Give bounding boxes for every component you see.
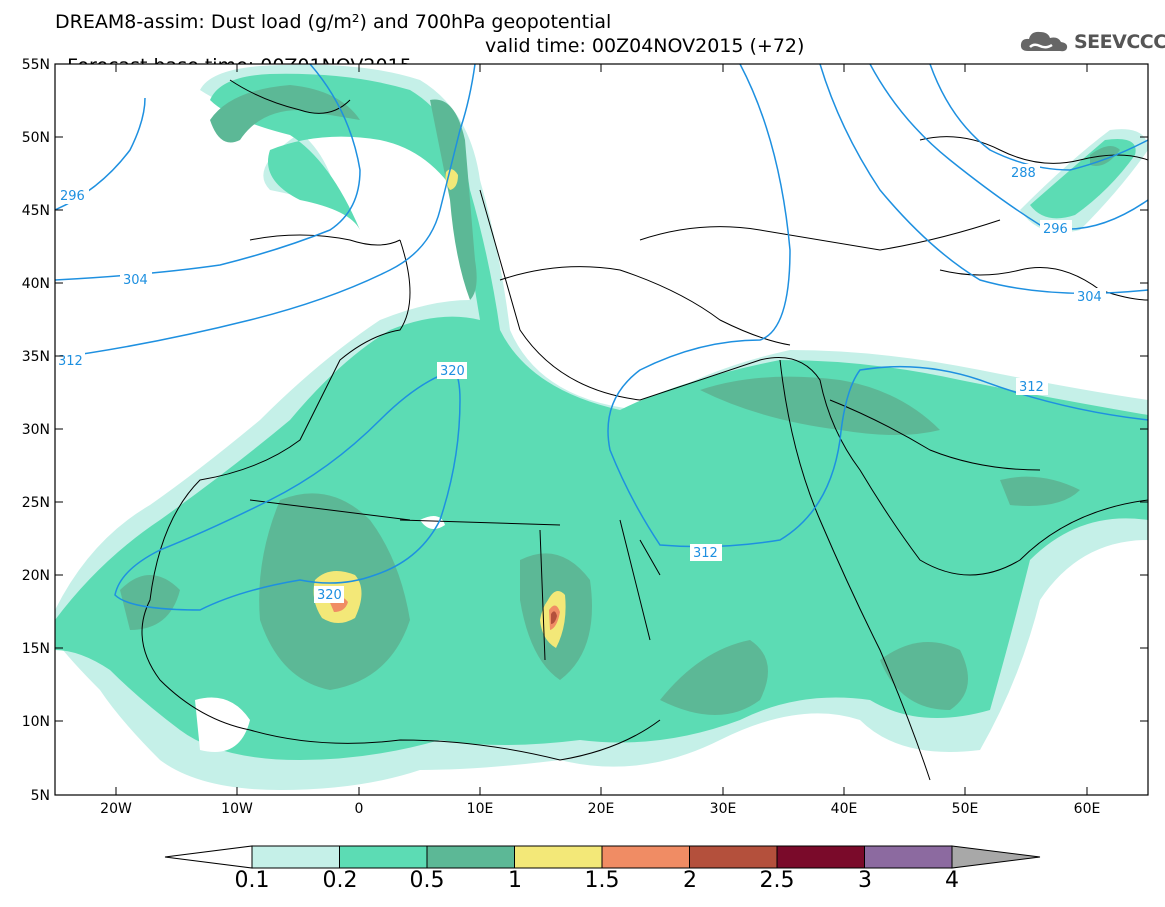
lon-tick-label: 10W	[221, 801, 253, 817]
lat-tick-label: 30N	[22, 422, 50, 438]
isoline-label: 320	[440, 364, 465, 379]
seevccc-logo: SEEVCCC	[1018, 28, 1165, 56]
isoline-label: 296	[60, 189, 85, 204]
lat-axis	[55, 63, 1148, 796]
lat-tick-label: 50N	[22, 130, 50, 146]
colorbar-label: 1.5	[584, 868, 620, 893]
colorbar-label: 2	[683, 868, 697, 893]
isoline-label: 312	[58, 354, 83, 369]
lat-tick-label: 15N	[22, 641, 50, 657]
colorbar-label: 0.2	[322, 868, 358, 893]
valid-time: valid time: 00Z04NOV2015 (+72)	[485, 35, 805, 57]
lat-tick-label: 40N	[22, 276, 50, 292]
chart-title-line1: DREAM8-assim: Dust load (g/m²) and 700hP…	[55, 11, 612, 33]
colorbar-box	[689, 845, 778, 869]
lat-tick-label: 20N	[22, 568, 50, 584]
colorbar-high-arrow	[951, 845, 1041, 869]
isoline-label: 296	[1043, 222, 1068, 237]
lat-tick-label: 5N	[31, 788, 50, 804]
lon-tick-label: 10E	[467, 801, 494, 817]
coastlines	[141, 79, 1148, 781]
colorbar-label: 0.1	[234, 868, 270, 893]
lon-tick-labels: 20W 10W 0 10E 20E 30E 40E 50E 60E	[100, 801, 1100, 817]
lon-axis	[115, 64, 1088, 795]
lon-tick-label: 60E	[1074, 801, 1101, 817]
lat-tick-label: 45N	[22, 203, 50, 219]
isoline-label: 312	[1019, 380, 1044, 395]
colorbar-box	[426, 845, 515, 869]
lon-tick-label: 0	[355, 801, 364, 817]
colorbar-box	[251, 845, 340, 869]
lat-tick-label: 10N	[22, 714, 50, 730]
colorbar-box	[776, 845, 865, 869]
lon-tick-label: 20E	[588, 801, 615, 817]
isoline-label: 304	[1077, 290, 1102, 305]
lon-tick-label: 40E	[831, 801, 858, 817]
lon-tick-label: 50E	[952, 801, 979, 817]
colorbar-label: 0.5	[409, 868, 445, 893]
isoline-labels: 296 304 312 320 320 312 312 304 296 288	[55, 164, 1106, 603]
colorbar-box	[514, 845, 603, 869]
lon-tick-label: 20W	[100, 801, 132, 817]
colorbar-label: 2.5	[759, 868, 795, 893]
colorbar-label: 4	[945, 868, 959, 893]
colorbar	[164, 845, 1041, 869]
colorbar-box	[864, 845, 953, 869]
cloud-icon	[1020, 31, 1068, 52]
lat-tick-label: 55N	[22, 57, 50, 73]
dust-hotspot-central-africa	[540, 591, 566, 648]
dust-clear-region	[55, 516, 445, 795]
isoline-label: 288	[1011, 166, 1036, 181]
colorbar-label: 1	[508, 868, 522, 893]
colorbar-label: 3	[858, 868, 872, 893]
isoline-label: 312	[693, 546, 718, 561]
lat-tick-label: 25N	[22, 495, 50, 511]
isoline-label: 304	[123, 273, 148, 288]
lat-tick-labels: 55N 50N 45N 40N 35N 30N 25N 20N 15N 10N …	[22, 57, 50, 804]
logo-text: SEEVCCC	[1074, 31, 1165, 53]
colorbar-low-arrow	[164, 845, 253, 869]
map-field: 296 304 312 320 320 312 312 304 296 288	[55, 64, 1148, 795]
colorbar-box	[601, 845, 690, 869]
lon-tick-label: 30E	[710, 801, 737, 817]
lat-tick-label: 35N	[22, 349, 50, 365]
geopotential-isolines	[55, 64, 1148, 611]
colorbar-box	[339, 845, 428, 869]
isoline-label: 320	[317, 588, 342, 603]
